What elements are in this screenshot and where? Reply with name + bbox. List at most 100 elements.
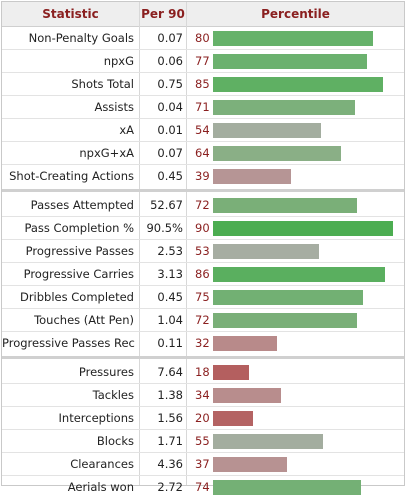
- column-divider: [139, 2, 140, 485]
- percentile-bar: [213, 434, 323, 449]
- per90-value: 1.04: [157, 313, 183, 327]
- per90-value: 0.04: [157, 100, 183, 114]
- table-row: Dribbles Completed 0.45 75: [2, 286, 404, 309]
- table-row: xA 0.01 54: [2, 119, 404, 142]
- table-row: Tackles 1.38 34: [2, 384, 404, 407]
- row-divider: [2, 49, 404, 50]
- row-divider: [2, 285, 404, 286]
- percentile-value: 77: [195, 54, 210, 68]
- stat-label: Interceptions: [58, 411, 134, 425]
- row-divider: [2, 308, 404, 309]
- table-row: Pressures 7.64 18: [2, 361, 404, 384]
- percentile-bar: [213, 100, 355, 115]
- table-row: npxG+xA 0.07 64: [2, 142, 404, 165]
- group-separator: [2, 356, 404, 359]
- table-row: Pass Completion % 90.5% 90: [2, 217, 404, 240]
- percentile-value: 86: [195, 267, 210, 281]
- row-divider: [2, 331, 404, 332]
- row-divider: [2, 216, 404, 217]
- row-divider: [2, 429, 404, 430]
- percentile-bar: [213, 221, 393, 236]
- percentile-value: 90: [195, 221, 210, 235]
- table-row: Clearances 4.36 37: [2, 453, 404, 476]
- stat-label: xA: [119, 123, 134, 137]
- percentile-bar: [213, 313, 357, 328]
- row-divider: [2, 262, 404, 263]
- row-divider: [2, 72, 404, 73]
- row-divider: [2, 239, 404, 240]
- percentile-value: 72: [195, 198, 210, 212]
- table-header: Statistic Per 90 Percentile: [2, 2, 404, 27]
- table-row: Passes Attempted 52.67 72: [2, 194, 404, 217]
- percentile-value: 72: [195, 313, 210, 327]
- percentile-value: 74: [195, 480, 210, 494]
- percentile-bar: [213, 411, 253, 426]
- per90-value: 1.56: [157, 411, 183, 425]
- percentile-bar: [213, 267, 385, 282]
- row-divider: [2, 118, 404, 119]
- percentile-value: 32: [195, 336, 210, 350]
- percentile-value: 71: [195, 100, 210, 114]
- percentile-value: 85: [195, 77, 210, 91]
- row-divider: [2, 383, 404, 384]
- table-row: Assists 0.04 71: [2, 96, 404, 119]
- table-row: npxG 0.06 77: [2, 50, 404, 73]
- percentile-bar: [213, 54, 367, 69]
- percentile-bar: [213, 169, 291, 184]
- table-row: Progressive Carries 3.13 86: [2, 263, 404, 286]
- stat-label: Pass Completion %: [24, 221, 134, 235]
- table-row: Touches (Att Pen) 1.04 72: [2, 309, 404, 332]
- per90-value: 0.45: [157, 169, 183, 183]
- stat-label: Blocks: [96, 434, 134, 448]
- percentile-value: 18: [195, 365, 210, 379]
- stat-label: npxG: [103, 54, 134, 68]
- per90-value: 90.5%: [146, 221, 183, 235]
- percentile-value: 20: [195, 411, 210, 425]
- row-divider: [2, 452, 404, 453]
- stat-label: Non-Penalty Goals: [28, 31, 134, 45]
- per90-value: 0.45: [157, 290, 183, 304]
- percentile-value: 39: [195, 169, 210, 183]
- table-row: Non-Penalty Goals 0.07 80: [2, 27, 404, 50]
- per90-value: 0.06: [157, 54, 183, 68]
- percentile-bar: [213, 31, 373, 46]
- table-row: Progressive Passes Rec 0.11 32: [2, 332, 404, 355]
- group-separator: [2, 189, 404, 192]
- row-divider: [2, 406, 404, 407]
- per90-value: 52.67: [150, 198, 183, 212]
- per90-value: 7.64: [157, 365, 183, 379]
- percentile-bar: [213, 336, 277, 351]
- percentile-bar: [213, 290, 363, 305]
- row-divider: [2, 164, 404, 165]
- percentile-bar: [213, 198, 357, 213]
- percentile-value: 37: [195, 457, 210, 471]
- per90-value: 0.75: [157, 77, 183, 91]
- column-divider: [186, 2, 187, 485]
- table-row: Interceptions 1.56 20: [2, 407, 404, 430]
- per90-value: 0.11: [157, 336, 183, 350]
- header-per90[interactable]: Per 90: [141, 7, 185, 21]
- row-divider: [2, 141, 404, 142]
- percentile-value: 64: [195, 146, 210, 160]
- row-divider: [2, 475, 404, 476]
- percentile-value: 75: [195, 290, 210, 304]
- stat-label: Shots Total: [71, 77, 134, 91]
- per90-value: 0.01: [157, 123, 183, 137]
- per90-value: 1.38: [157, 388, 183, 402]
- percentile-bar: [213, 123, 321, 138]
- percentile-bar: [213, 244, 319, 259]
- stat-label: Assists: [94, 100, 134, 114]
- header-statistic[interactable]: Statistic: [42, 7, 99, 21]
- stat-label: Shot-Creating Actions: [9, 169, 134, 183]
- header-percentile[interactable]: Percentile: [261, 7, 330, 21]
- percentile-bar: [213, 388, 281, 403]
- percentile-bar: [213, 365, 249, 380]
- percentile-bar: [213, 146, 341, 161]
- percentile-value: 53: [195, 244, 210, 258]
- stat-label: Touches (Att Pen): [34, 313, 134, 327]
- stat-label: Progressive Passes: [25, 244, 134, 258]
- percentile-value: 54: [195, 123, 210, 137]
- stat-label: Progressive Carries: [23, 267, 134, 281]
- percentile-value: 34: [195, 388, 210, 402]
- stat-label: Progressive Passes Rec: [2, 336, 135, 350]
